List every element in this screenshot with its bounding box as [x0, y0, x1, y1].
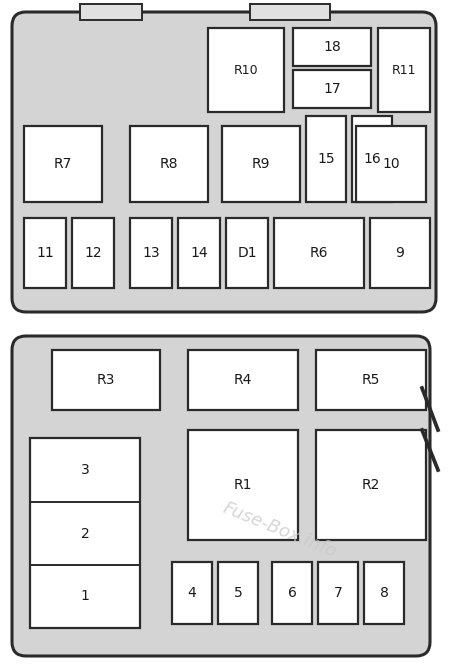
Text: 11: 11: [36, 246, 54, 260]
Bar: [274, 218, 364, 288]
Bar: [80, 4, 142, 20]
Bar: [72, 218, 114, 288]
Text: 12: 12: [84, 246, 102, 260]
Text: 13: 13: [142, 246, 160, 260]
FancyBboxPatch shape: [12, 12, 436, 312]
Bar: [378, 28, 430, 112]
Bar: [172, 562, 212, 624]
Text: 8: 8: [379, 586, 388, 600]
Bar: [370, 218, 430, 288]
Text: Fuse-Box.info: Fuse-Box.info: [220, 499, 340, 561]
Text: R7: R7: [54, 157, 72, 171]
Text: 2: 2: [81, 527, 90, 541]
Bar: [364, 562, 404, 624]
Bar: [226, 218, 268, 288]
Text: 4: 4: [188, 586, 196, 600]
Bar: [293, 70, 371, 108]
Text: R5: R5: [362, 373, 380, 387]
Bar: [222, 126, 300, 202]
Text: R4: R4: [234, 373, 252, 387]
Text: 18: 18: [323, 40, 341, 54]
Bar: [318, 562, 358, 624]
Text: R11: R11: [392, 64, 416, 76]
Bar: [30, 438, 140, 628]
Bar: [208, 28, 284, 112]
Bar: [352, 116, 392, 202]
Bar: [356, 126, 426, 202]
Text: R1: R1: [234, 478, 252, 492]
Bar: [24, 126, 102, 202]
Bar: [218, 562, 258, 624]
Text: R9: R9: [252, 157, 270, 171]
Bar: [24, 218, 66, 288]
Bar: [316, 350, 426, 410]
Text: 7: 7: [333, 586, 342, 600]
Bar: [178, 218, 220, 288]
Text: 17: 17: [323, 82, 341, 96]
Text: R10: R10: [234, 64, 258, 76]
Text: 5: 5: [234, 586, 243, 600]
Text: R8: R8: [160, 157, 178, 171]
FancyBboxPatch shape: [12, 336, 430, 656]
Text: R2: R2: [362, 478, 380, 492]
Bar: [188, 430, 298, 540]
Text: 15: 15: [317, 152, 335, 166]
Bar: [293, 28, 371, 66]
Bar: [130, 218, 172, 288]
Text: 1: 1: [81, 590, 90, 603]
Bar: [272, 562, 312, 624]
Text: R3: R3: [97, 373, 115, 387]
Bar: [250, 4, 330, 20]
Text: 10: 10: [382, 157, 400, 171]
Text: 16: 16: [363, 152, 381, 166]
Bar: [306, 116, 346, 202]
Text: 9: 9: [396, 246, 405, 260]
Text: 3: 3: [81, 463, 90, 477]
Bar: [188, 350, 298, 410]
Text: 14: 14: [190, 246, 208, 260]
Text: 6: 6: [288, 586, 297, 600]
Bar: [130, 126, 208, 202]
Text: D1: D1: [237, 246, 257, 260]
Bar: [316, 430, 426, 540]
Text: R6: R6: [310, 246, 328, 260]
Bar: [52, 350, 160, 410]
